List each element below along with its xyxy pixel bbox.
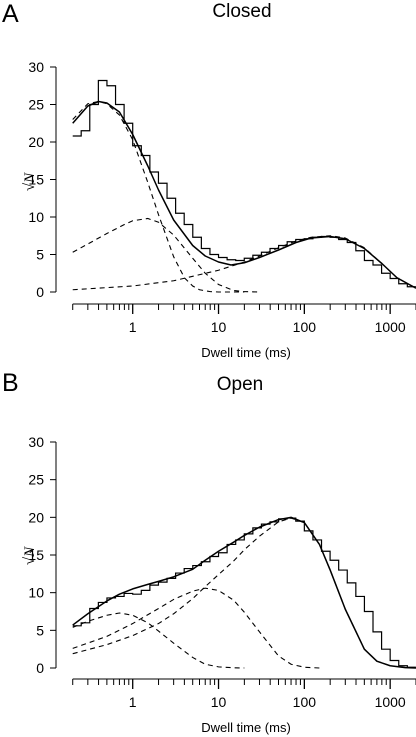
panel-b-y-tick-label: 25 bbox=[28, 472, 44, 488]
panel-a-y-tick-label: 15 bbox=[28, 172, 44, 188]
panel-b-component-2-dashed-curve bbox=[72, 587, 320, 669]
panel-a: A Closed 0 5 10 15 20 25 30 1 10 100 1000 Dwell ti… bbox=[2, 0, 416, 360]
panel-a-y-tick-label: 5 bbox=[36, 247, 44, 263]
panel-b-component-1-dashed-curve bbox=[72, 612, 245, 669]
panel-b-x-tick-label: 100 bbox=[293, 694, 317, 710]
panel-a-title: Closed bbox=[212, 1, 271, 22]
panel-b-y-tick-label: 30 bbox=[28, 434, 44, 450]
panel-a-xlabel: Dwell time (ms) bbox=[201, 345, 291, 360]
panel-a-y-tick-label: 20 bbox=[28, 134, 44, 150]
panel-a-y-tick-label: 10 bbox=[28, 209, 44, 225]
panel-a-y-tick-label: 30 bbox=[28, 59, 44, 75]
panel-b-letter: B bbox=[2, 369, 19, 397]
panel-b-ylabel: √N bbox=[22, 546, 38, 565]
panel-a-letter: A bbox=[2, 0, 19, 28]
panel-a-component-2-dashed-curve bbox=[72, 217, 260, 293]
panel-b: B Open 0 5 10 15 20 25 30 1 10 100 1000 Dwell time… bbox=[2, 369, 416, 735]
panel-a-y-tick-label: 25 bbox=[28, 97, 44, 113]
panel-b-y-tick-label: 20 bbox=[28, 509, 44, 525]
panel-b-x-tick-label: 1 bbox=[129, 694, 137, 710]
panel-a-fit-curve bbox=[72, 100, 416, 289]
panel-b-x-tick-label: 1000 bbox=[375, 694, 406, 710]
panel-a-histogram bbox=[72, 79, 416, 288]
panel-b-y-tick-label: 5 bbox=[36, 622, 44, 638]
panel-a-x-tick-label: 100 bbox=[293, 319, 317, 335]
panel-a-x-tick-label: 10 bbox=[211, 319, 227, 335]
panel-b-component-3-dashed-curve bbox=[72, 517, 391, 667]
panel-b-histogram bbox=[72, 517, 416, 668]
panel-b-title: Open bbox=[217, 374, 263, 395]
panel-b-plot: 0 5 10 15 20 25 30 1 10 100 1000 bbox=[28, 434, 416, 710]
panel-b-x-tick-label: 10 bbox=[211, 694, 227, 710]
panel-a-x-tick-label: 1000 bbox=[375, 319, 406, 335]
panel-b-xlabel: Dwell time (ms) bbox=[201, 720, 291, 735]
panel-b-y-tick-label: 0 bbox=[36, 660, 44, 676]
panel-b-y-tick-label: 15 bbox=[28, 547, 44, 563]
panel-b-y-tick-label: 10 bbox=[28, 585, 44, 601]
panel-b-fit-curve bbox=[72, 516, 416, 669]
panel-a-y-tick-label: 0 bbox=[36, 284, 44, 300]
panel-a-plot: 0 5 10 15 20 25 30 1 10 100 1000 bbox=[28, 59, 416, 335]
panel-a-component-1-dashed-curve bbox=[72, 100, 245, 293]
panel-a-x-tick-label: 1 bbox=[129, 319, 137, 335]
panel-a-ylabel: √N bbox=[22, 172, 38, 191]
